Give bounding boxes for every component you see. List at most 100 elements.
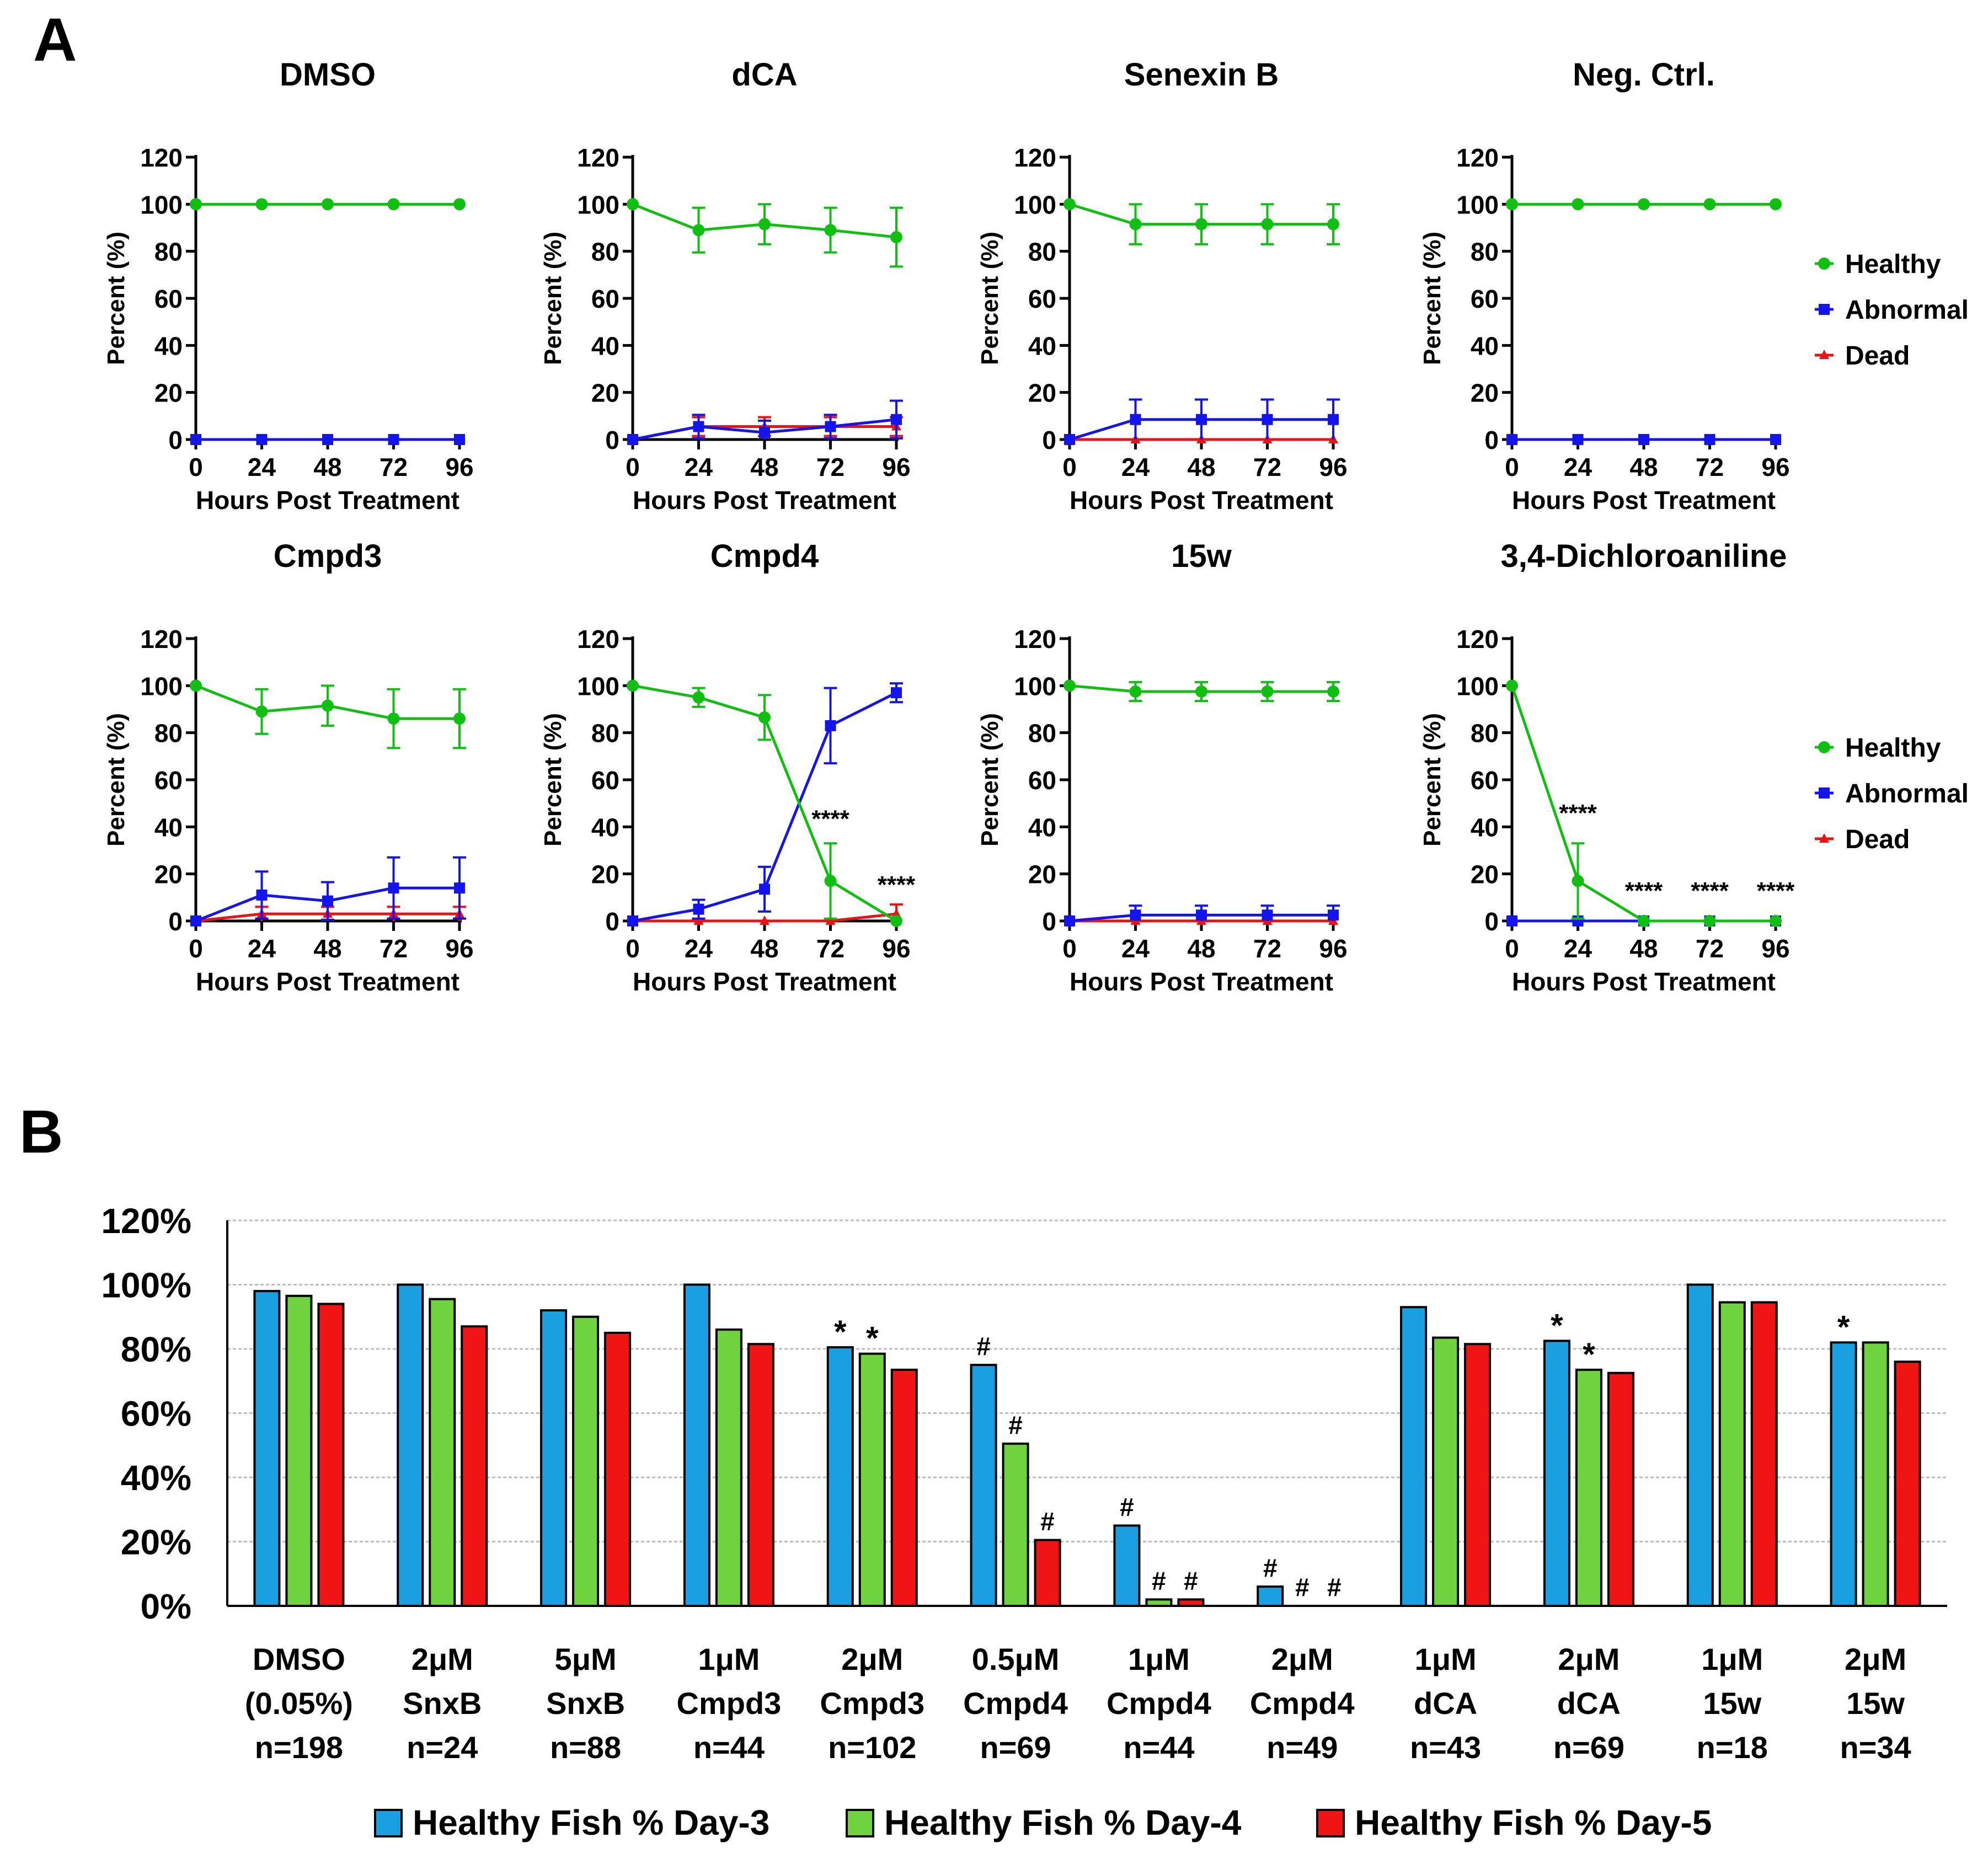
bar: [890, 1368, 918, 1608]
y-tick-label: 20: [591, 379, 619, 408]
data-point: [322, 434, 333, 445]
data-point: [1064, 434, 1075, 445]
y-axis-title: Percent (%): [103, 232, 130, 365]
data-point: [891, 414, 902, 425]
category-label: n=88: [550, 1730, 621, 1765]
significance-mark: #: [1040, 1507, 1055, 1536]
data-point: [1770, 198, 1782, 211]
subplot-title: Cmpd3: [274, 538, 382, 574]
bar: [540, 1309, 568, 1608]
y-axis-title: Percent (%): [539, 713, 567, 847]
x-tick-label: 72: [816, 453, 845, 481]
x-axis-title: Hours Post Treatment: [1070, 967, 1333, 996]
category-group-5: # # #0.5μM Cmpd4 n=69: [963, 1332, 1068, 1765]
data-point: [1196, 414, 1207, 425]
data-point: [388, 882, 399, 894]
y-tick-label: 80%: [121, 1330, 191, 1369]
data-point: [256, 890, 268, 901]
category-label: n=49: [1266, 1730, 1338, 1765]
y-tick-label: 40: [1028, 813, 1056, 842]
significance-mark: ****: [1625, 877, 1663, 904]
legend-marker: [1818, 741, 1830, 753]
legend-label: Abnormal: [1845, 296, 1969, 325]
series-abnormal: [627, 682, 903, 926]
x-tick-label: 24: [685, 453, 713, 481]
series-healthy: [190, 198, 466, 211]
panel-a: DMSO 0 20 40 60 80 100 120 0 24 48 72 96 Hours Post T…: [103, 57, 1795, 996]
data-point: [890, 231, 902, 244]
category-group-7: # # #2μM Cmpd4 n=49: [1250, 1553, 1355, 1765]
subplot-4: Cmpd3 0 20 40 60 80 100 120 0 24 48 72 96 Hours Post …: [103, 538, 474, 996]
x-axis-title: Hours Post Treatment: [196, 967, 459, 996]
bar: [397, 1283, 424, 1607]
category-label: SnxB: [546, 1686, 625, 1721]
bar: [317, 1303, 345, 1607]
x-tick-label: 72: [1696, 934, 1724, 963]
subplot-title: dCA: [731, 57, 797, 93]
data-point: [1638, 915, 1650, 927]
x-tick-label: 48: [750, 934, 778, 963]
bar: [826, 1346, 854, 1607]
data-point: [1064, 198, 1076, 211]
x-axis-title: Hours Post Treatment: [1070, 486, 1333, 515]
legend-label: Healthy Fish % Day-4: [884, 1803, 1242, 1842]
data-point: [1195, 685, 1207, 698]
subplot-3: Neg. Ctrl. 0 20 40 60 80 100 120 0 24 48 72 96 Hours …: [1419, 57, 1790, 515]
category-label: dCA: [1414, 1686, 1477, 1721]
legend-marker: [1819, 833, 1829, 843]
y-tick-label: 20: [591, 860, 619, 889]
significance-mark: *: [1551, 1308, 1563, 1343]
subplot-title: DMSO: [280, 57, 376, 93]
data-point: [1064, 679, 1076, 692]
y-tick-label: 40: [591, 813, 619, 842]
significance-mark: #: [1152, 1566, 1166, 1595]
y-tick-label: 120: [1014, 625, 1056, 653]
data-point: [255, 198, 268, 211]
data-point: [824, 875, 837, 887]
legend-marker: [1819, 787, 1830, 799]
bar: [747, 1343, 774, 1607]
x-axis-title: Hours Post Treatment: [633, 486, 896, 515]
y-tick-label: 80: [154, 719, 183, 748]
y-tick-label: 120: [577, 625, 619, 653]
subplot-2: Senexin B 0 20 40 60 80 100 120 0 24 48 72 96 Hours P…: [976, 57, 1348, 515]
category-label: 1μM: [1701, 1642, 1763, 1676]
subplot-6: 15w 0 20 40 60 80 100 120 0 24 48 72 96 Hours Post Tr…: [976, 538, 1348, 996]
legend-label: Healthy Fish % Day-3: [413, 1803, 769, 1842]
data-point: [387, 198, 400, 211]
data-point: [1327, 218, 1339, 231]
legend-label: Dead: [1845, 825, 1910, 854]
category-label: 0.5μM: [972, 1642, 1060, 1676]
x-tick-label: 72: [1696, 453, 1724, 481]
data-point: [388, 434, 399, 445]
x-tick-label: 48: [1187, 453, 1215, 481]
category-label: n=69: [980, 1730, 1051, 1765]
significance-mark: #: [1120, 1492, 1134, 1521]
data-point: [1327, 685, 1339, 698]
y-tick-label: 80: [1028, 238, 1056, 266]
data-point: [1506, 915, 1517, 926]
bar: [1607, 1372, 1634, 1607]
data-point: [387, 712, 400, 725]
x-tick-label: 24: [685, 934, 713, 963]
data-point: [1328, 414, 1339, 425]
legend-swatch: [1316, 1809, 1345, 1837]
y-tick-label: 20: [1028, 860, 1056, 889]
legend-swatch: [846, 1809, 874, 1837]
x-tick-label: 0: [1505, 453, 1519, 481]
y-tick-label: 40%: [121, 1458, 191, 1498]
series-healthy: [1064, 198, 1340, 245]
series-healthy: [1064, 679, 1340, 703]
x-tick-label: 72: [816, 934, 845, 963]
data-point: [627, 434, 638, 445]
category-label: Cmpd4: [963, 1686, 1068, 1721]
y-tick-label: 120: [1014, 143, 1056, 172]
data-point: [825, 915, 836, 925]
data-point: [758, 711, 771, 724]
category-label: n=24: [407, 1730, 478, 1765]
series-healthy: [627, 679, 902, 927]
series-abnormal: [190, 856, 466, 926]
x-tick-label: 0: [1505, 934, 1519, 963]
x-tick-label: 24: [1121, 453, 1150, 481]
